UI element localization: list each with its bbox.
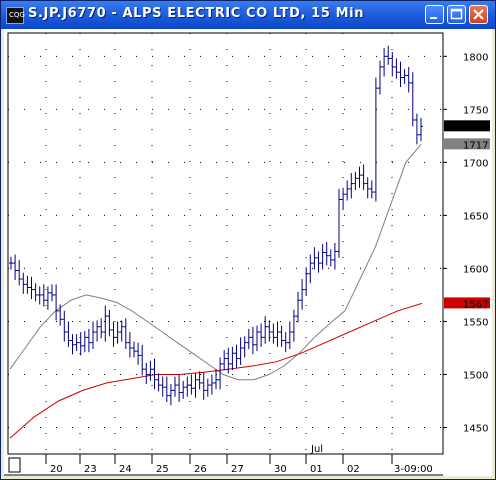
close-icon — [473, 9, 484, 20]
x-tick-label: 26 — [194, 464, 207, 475]
price-label-text: 1717 — [463, 140, 488, 151]
title-bar[interactable]: CQG S.JP.J6770 - ALPS ELECTRIC CO LTD, 1… — [1, 1, 495, 29]
x-tick-label: 24 — [119, 464, 132, 475]
x-tick-label: 30 — [274, 464, 287, 475]
y-tick-label: 1650 — [463, 211, 488, 222]
x-tick-label: 20 — [50, 464, 63, 475]
x-tick-label: 3-09:00 — [394, 464, 433, 475]
app-icon-text: CQG — [9, 11, 25, 19]
maximize-button[interactable] — [447, 5, 466, 24]
price-label-text: 1734 — [463, 122, 488, 133]
y-tick-label: 1700 — [463, 158, 488, 169]
price-chart[interactable]: 1800 1750 1700 1650 1600 1550 1500 1450 20 23 24 25… — [4, 29, 492, 476]
y-tick-label: 1600 — [463, 264, 488, 275]
close-button[interactable] — [469, 5, 488, 24]
minimize-button[interactable] — [425, 5, 444, 24]
price-label-text: 1567 — [463, 299, 488, 310]
chart-app-icon[interactable]: CQG — [6, 7, 25, 24]
y-tick-label: 1750 — [463, 105, 488, 116]
price-label-box — [444, 138, 490, 150]
plot-frame — [7, 32, 444, 455]
y-tick-label: 1800 — [463, 52, 488, 63]
y-tick-label: 1500 — [463, 370, 488, 381]
chart-area[interactable]: 1800 1750 1700 1650 1600 1550 1500 1450 20 23 24 25… — [4, 29, 492, 476]
x-tick-label: 23 — [84, 464, 97, 475]
x-tick-label: 01 — [310, 464, 323, 475]
x-tick-label: 02 — [347, 464, 360, 475]
y-tick-label: 1550 — [463, 317, 488, 328]
month-label: Jul — [310, 444, 323, 455]
window-title: S.JP.J6770 - ALPS ELECTRIC CO LTD, 15 Mi… — [28, 6, 365, 21]
x-tick-label: 27 — [231, 464, 244, 475]
price-label-box — [444, 120, 490, 132]
maximize-icon — [450, 8, 463, 20]
y-tick-label: 1450 — [463, 423, 488, 434]
minimize-icon — [430, 17, 437, 19]
price-label-box — [444, 297, 490, 309]
x-tick-label: 25 — [156, 464, 169, 475]
scroll-handle — [8, 457, 21, 473]
